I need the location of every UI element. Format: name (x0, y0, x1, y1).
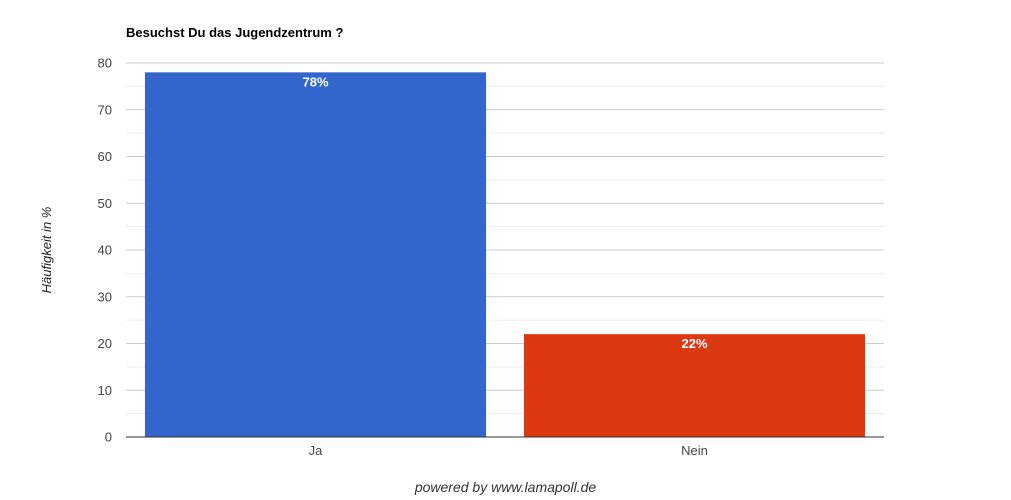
chart-title: Besuchst Du das Jugendzentrum ? (126, 25, 343, 40)
x-tick-label: Nein (681, 443, 708, 458)
y-tick-label: 10 (98, 383, 112, 398)
bar-ja (144, 72, 487, 437)
data-label: 22% (681, 336, 707, 351)
x-axis-ticks: Ja Nein (309, 443, 708, 458)
y-tick-label: 40 (98, 243, 112, 258)
footer-credit: powered by www.lamapoll.de (414, 479, 597, 495)
y-tick-label: 20 (98, 336, 112, 351)
bars: 78% 22% (144, 72, 866, 437)
y-tick-label: 70 (98, 102, 112, 117)
x-tick-label: Ja (309, 443, 324, 458)
y-tick-label: 80 (98, 56, 112, 71)
bar-nein (523, 334, 866, 437)
y-tick-label: 30 (98, 289, 112, 304)
y-tick-label: 50 (98, 196, 112, 211)
y-tick-label: 0 (105, 430, 112, 445)
y-axis-ticks: 0 10 20 30 40 50 60 70 80 (98, 56, 112, 445)
data-label: 78% (302, 74, 328, 89)
y-axis-label: Häufigkeit in % (39, 207, 54, 294)
y-tick-label: 60 (98, 149, 112, 164)
